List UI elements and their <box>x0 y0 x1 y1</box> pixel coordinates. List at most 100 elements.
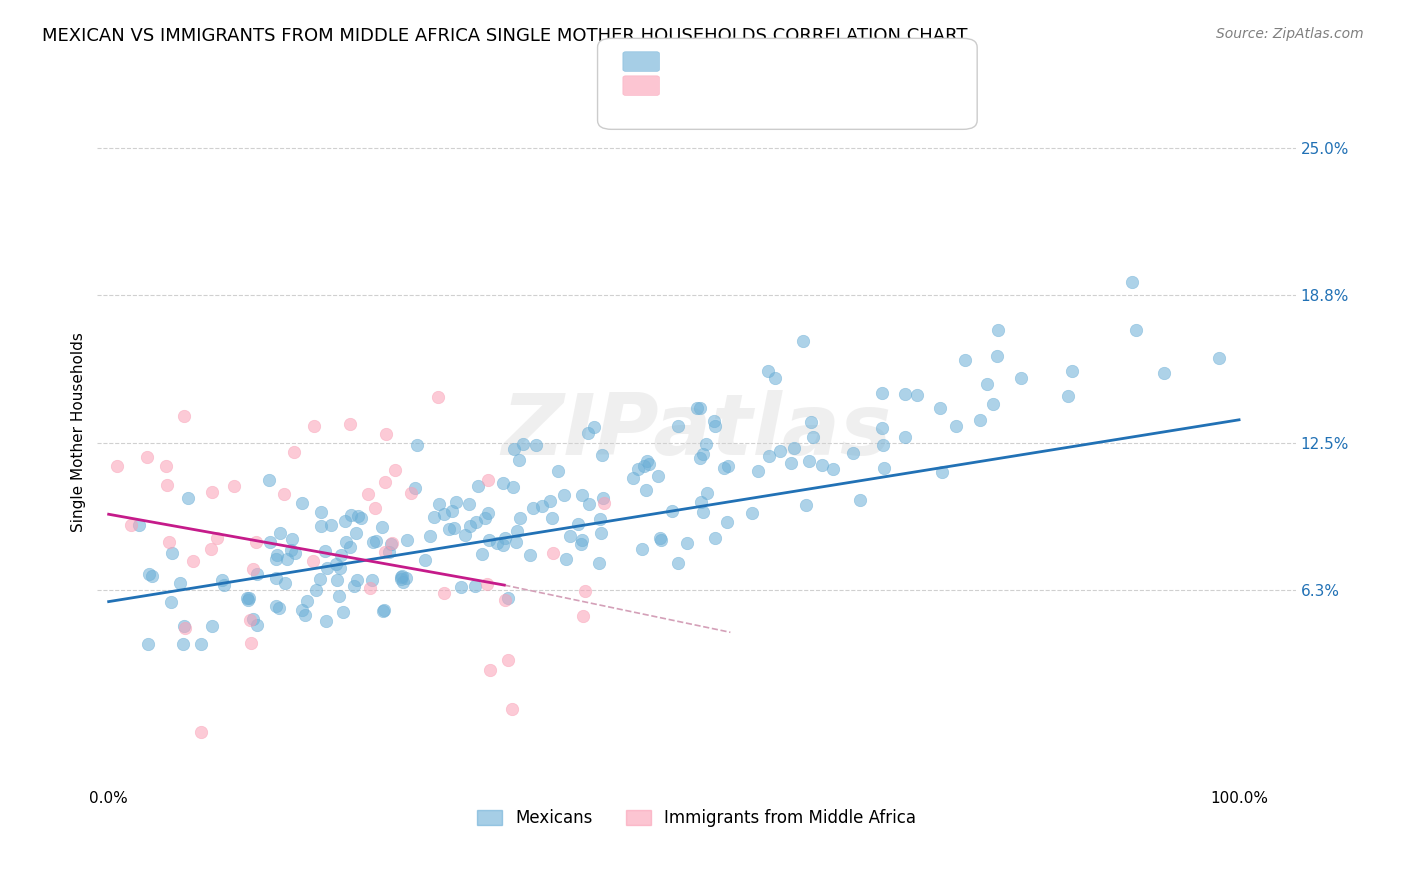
Mexicans <box>530 499 553 513</box>
Mexicans <box>173 619 195 633</box>
Mexicans <box>666 419 689 434</box>
Mexicans <box>291 496 314 510</box>
Mexicans <box>377 545 399 559</box>
Mexicans <box>477 506 499 520</box>
Mexicans <box>689 401 711 416</box>
Mexicans <box>823 462 845 476</box>
Mexicans <box>267 600 290 615</box>
Mexicans <box>582 420 605 434</box>
Mexicans <box>588 556 610 570</box>
Mexicans <box>392 574 415 589</box>
Mexicans <box>792 334 814 348</box>
Mexicans <box>433 507 456 521</box>
Immigrants from Middle Africa <box>359 581 381 595</box>
Mexicans <box>427 497 450 511</box>
Mexicans <box>704 419 727 434</box>
Mexicans <box>692 505 714 519</box>
Mexicans <box>332 605 354 619</box>
Mexicans <box>329 548 352 562</box>
Immigrants from Middle Africa <box>572 608 595 623</box>
Mexicans <box>756 364 779 378</box>
Mexicans <box>395 533 418 548</box>
Mexicans <box>496 591 519 605</box>
Mexicans <box>666 556 689 570</box>
Mexicans <box>371 520 394 534</box>
Mexicans <box>177 491 200 506</box>
Mexicans <box>905 388 928 402</box>
Mexicans <box>686 401 709 415</box>
Mexicans <box>636 454 658 468</box>
Mexicans <box>555 552 578 566</box>
Mexicans <box>953 352 976 367</box>
Mexicans <box>450 580 472 594</box>
Mexicans <box>538 494 561 508</box>
Immigrants from Middle Africa <box>173 409 195 423</box>
Immigrants from Middle Africa <box>301 554 323 568</box>
Immigrants from Middle Africa <box>374 475 396 489</box>
Mexicans <box>478 533 501 547</box>
Mexicans <box>246 617 269 632</box>
Text: ZIPatlas: ZIPatlas <box>502 390 891 473</box>
Mexicans <box>266 548 288 562</box>
Mexicans <box>650 533 672 547</box>
Mexicans <box>1153 366 1175 380</box>
Mexicans <box>316 561 339 575</box>
Mexicans <box>1057 389 1080 403</box>
Immigrants from Middle Africa <box>200 541 222 556</box>
Mexicans <box>502 480 524 494</box>
Mexicans <box>340 508 363 522</box>
Mexicans <box>1121 276 1143 290</box>
Mexicans <box>246 567 269 582</box>
Mexicans <box>201 619 224 633</box>
Mexicans <box>717 458 740 473</box>
Immigrants from Middle Africa <box>155 458 177 473</box>
Mexicans <box>389 569 412 583</box>
Mexicans <box>591 525 613 540</box>
Mexicans <box>689 451 711 466</box>
Mexicans <box>627 462 650 476</box>
Mexicans <box>578 497 600 511</box>
Mexicans <box>419 529 441 543</box>
Mexicans <box>1010 371 1032 385</box>
Mexicans <box>326 573 349 587</box>
Legend: Mexicans, Immigrants from Middle Africa: Mexicans, Immigrants from Middle Africa <box>470 803 922 834</box>
Mexicans <box>494 531 516 545</box>
Mexicans <box>769 444 792 458</box>
Mexicans <box>981 396 1004 410</box>
Mexicans <box>986 349 1008 363</box>
Mexicans <box>266 552 288 566</box>
Mexicans <box>650 531 672 545</box>
Mexicans <box>314 544 336 558</box>
Immigrants from Middle Africa <box>205 532 228 546</box>
Mexicans <box>591 448 613 462</box>
Mexicans <box>347 509 370 524</box>
Text: -0.341: -0.341 <box>682 77 735 95</box>
Immigrants from Middle Africa <box>181 554 204 568</box>
Mexicans <box>486 536 509 550</box>
Mexicans <box>136 637 159 651</box>
Mexicans <box>592 491 614 506</box>
Mexicans <box>465 515 488 529</box>
Mexicans <box>160 595 183 609</box>
Mexicans <box>945 419 967 434</box>
Immigrants from Middle Africa <box>240 636 263 650</box>
Mexicans <box>492 476 515 491</box>
Immigrants from Middle Africa <box>592 496 614 510</box>
Immigrants from Middle Africa <box>479 663 502 677</box>
Immigrants from Middle Africa <box>135 450 157 464</box>
Mexicans <box>571 533 593 548</box>
Text: Source: ZipAtlas.com: Source: ZipAtlas.com <box>1216 27 1364 41</box>
Mexicans <box>811 458 834 472</box>
Text: 198: 198 <box>749 53 785 70</box>
Mexicans <box>1208 351 1230 366</box>
Mexicans <box>443 521 465 535</box>
Mexicans <box>870 421 893 435</box>
Immigrants from Middle Africa <box>541 546 564 560</box>
Mexicans <box>976 377 998 392</box>
Mexicans <box>931 465 953 479</box>
Mexicans <box>305 582 328 597</box>
Immigrants from Middle Africa <box>477 577 499 591</box>
Mexicans <box>415 553 437 567</box>
Mexicans <box>522 500 544 515</box>
Mexicans <box>138 567 160 582</box>
